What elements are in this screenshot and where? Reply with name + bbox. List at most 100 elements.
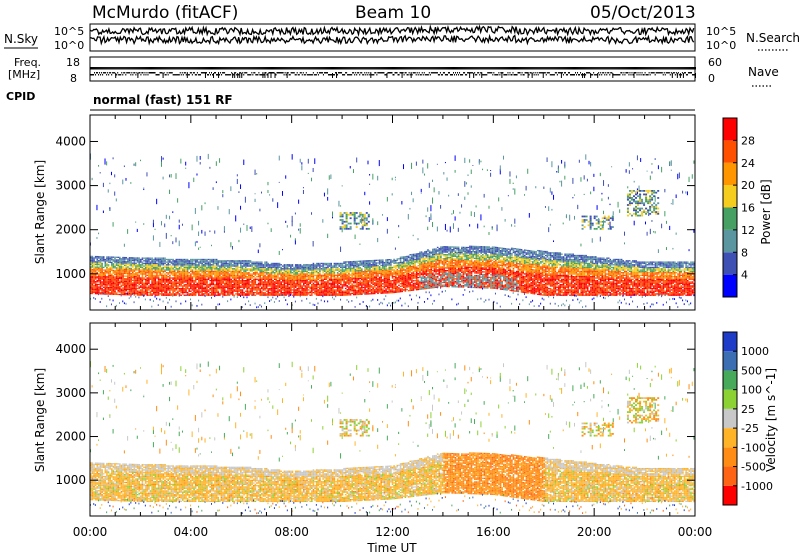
- nave-mark: [564, 67, 565, 70]
- power-cell: [227, 295, 229, 296]
- power-cell: [113, 266, 115, 267]
- freq-spike: [402, 73, 403, 78]
- power-scatter: [219, 158, 220, 163]
- power-cell: [151, 285, 153, 286]
- power-cell: [163, 285, 165, 286]
- power-scatter: [179, 241, 180, 247]
- nave-mark: [137, 67, 138, 70]
- power-scatter: [213, 187, 214, 190]
- power-cell: [200, 287, 202, 288]
- power-cell: [172, 271, 174, 272]
- freq-mark: [235, 72, 236, 74]
- power-cell: [250, 291, 252, 292]
- power-cell: [184, 267, 186, 268]
- power-cell: [188, 265, 190, 266]
- power-cell: [259, 280, 261, 281]
- freq-mark: [102, 74, 103, 76]
- nave-mark: [393, 67, 394, 70]
- nave-mark: [633, 67, 634, 70]
- power-cell: [121, 263, 123, 264]
- power-cell: [195, 267, 197, 268]
- nave-mark: [309, 67, 310, 70]
- power-cell: [271, 292, 273, 293]
- power-cell: [108, 270, 110, 271]
- power-cell: [316, 271, 318, 272]
- power-cell: [146, 269, 148, 270]
- power-cell: [219, 281, 221, 282]
- power-cell: [303, 295, 305, 296]
- power-cell: [148, 264, 150, 265]
- freq-mark: [483, 74, 484, 76]
- power-cell: [166, 268, 168, 269]
- power-cell: [176, 272, 178, 273]
- power-speckle: [201, 304, 202, 306]
- nave-mark: [430, 67, 431, 70]
- power-cell: [153, 259, 155, 260]
- power-cell: [164, 273, 166, 274]
- power-cell: [177, 287, 179, 288]
- nave-mark: [509, 67, 510, 70]
- power-cell: [272, 265, 274, 266]
- power-cell: [153, 292, 155, 293]
- freq-mark: [498, 72, 499, 74]
- power-cell: [101, 275, 103, 276]
- freq-mark: [658, 72, 659, 74]
- power-cell: [159, 260, 161, 261]
- power-cell: [258, 263, 260, 264]
- power-cell: [311, 275, 313, 276]
- power-cell: [109, 258, 111, 259]
- freq-mark: [245, 72, 246, 74]
- power-cell: [282, 272, 284, 273]
- power-cell: [176, 279, 178, 280]
- nave-mark: [544, 67, 545, 70]
- power-cell: [255, 263, 257, 264]
- power-cell: [255, 265, 257, 266]
- power-cell: [116, 271, 118, 272]
- power-cell: [234, 287, 236, 288]
- power-cell: [184, 269, 186, 270]
- nave-mark: [113, 67, 114, 70]
- power-cell: [176, 288, 178, 289]
- nave-mark: [112, 67, 113, 70]
- power-cell: [172, 285, 174, 286]
- power-cell: [180, 265, 182, 266]
- freq-mark: [363, 74, 364, 76]
- power-cell: [230, 293, 232, 294]
- power-cell: [101, 283, 103, 284]
- power-cell: [188, 260, 190, 261]
- freq-mark: [404, 74, 405, 76]
- power-cell: [243, 292, 245, 293]
- power-cell: [188, 291, 190, 292]
- freq-mark: [681, 74, 682, 76]
- power-cell: [164, 276, 166, 277]
- power-cell: [232, 293, 234, 294]
- power-cell: [176, 268, 178, 269]
- power-cell: [100, 263, 102, 264]
- power-cell: [145, 269, 147, 270]
- nave-mark: [269, 67, 270, 70]
- power-cell: [109, 290, 111, 291]
- power-cell: [224, 263, 226, 264]
- freq-mark: [152, 72, 153, 74]
- power-cell: [305, 281, 307, 282]
- nave-mark: [507, 67, 508, 70]
- power-cell: [182, 291, 184, 292]
- power-cell: [113, 284, 115, 285]
- power-cell: [109, 278, 111, 279]
- power-cell: [153, 287, 155, 288]
- power-cell: [295, 265, 297, 266]
- power-scatter: [300, 223, 301, 226]
- power-cell: [101, 268, 103, 269]
- power-cell: [301, 292, 303, 293]
- power-speckle: [246, 296, 247, 298]
- power-cell: [258, 264, 260, 265]
- nave-mark: [187, 67, 188, 70]
- power-cell: [316, 283, 318, 284]
- power-cell: [184, 279, 186, 280]
- power-cell: [200, 265, 202, 266]
- power-cell: [129, 293, 131, 294]
- freq-mark: [436, 72, 437, 74]
- power-cell: [174, 261, 176, 262]
- power-cell: [219, 272, 221, 273]
- power-cell: [161, 288, 163, 289]
